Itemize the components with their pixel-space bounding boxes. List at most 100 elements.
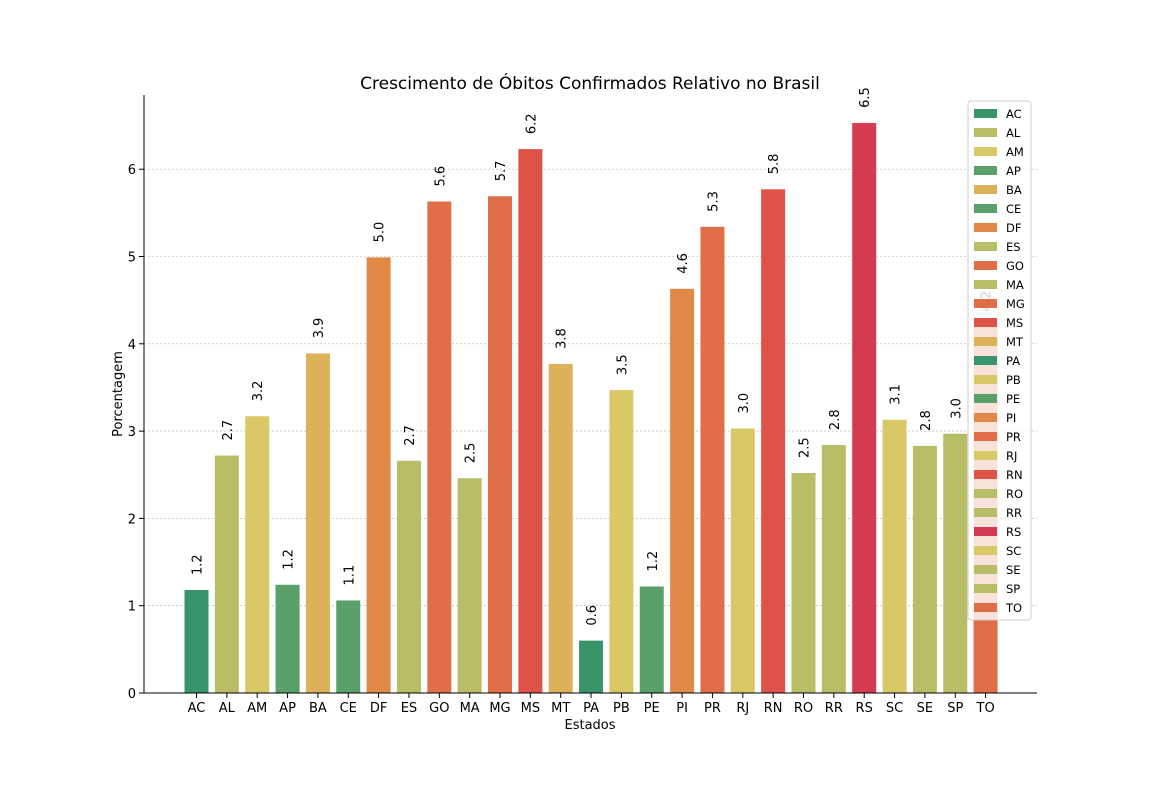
legend-swatch-ma — [974, 280, 997, 289]
x-tick-label: BA — [309, 701, 327, 716]
legend-swatch-mg — [974, 299, 997, 308]
bar-rn — [761, 189, 786, 694]
bar-es — [396, 460, 421, 693]
legend-label: PR — [1006, 430, 1021, 444]
legend-label: MA — [1006, 278, 1024, 292]
bar-mg — [488, 196, 512, 693]
legend-label: SP — [1006, 582, 1020, 596]
bar-value-label: 6.5 — [858, 87, 873, 108]
legend-swatch-rj — [974, 451, 997, 460]
legend-swatch-sc — [974, 546, 997, 555]
legend-label: ES — [1006, 240, 1021, 254]
legend-swatch-sp — [974, 584, 997, 593]
bar-ap — [275, 584, 300, 693]
x-tick-label: AL — [219, 701, 236, 716]
bars — [184, 122, 998, 694]
bar-value-label: 4.6 — [676, 253, 691, 274]
x-tick-label: MG — [489, 701, 510, 716]
bar-value-label: 3.2 — [251, 381, 266, 402]
bar-sc — [882, 419, 907, 693]
bar-ro — [791, 473, 816, 693]
bar-pr — [700, 226, 725, 693]
bar-value-label: 5.0 — [373, 222, 388, 243]
legend-swatch-rs — [974, 527, 997, 536]
bar-ac — [184, 589, 209, 693]
bar-value-label: 0.6 — [585, 605, 600, 626]
bar-value-label: 5.6 — [433, 166, 448, 187]
bar-value-label: 3.0 — [737, 393, 752, 414]
legend-swatch-es — [974, 242, 997, 251]
legend-swatch-df — [974, 223, 997, 232]
legend-swatch-ro — [974, 489, 997, 498]
legend-swatch-al — [974, 128, 997, 137]
legend-swatch-ac — [974, 109, 997, 118]
y-tick-label: 1 — [128, 600, 136, 615]
axes — [143, 95, 1037, 694]
legend-swatch-pe — [974, 394, 997, 403]
legend-label: SC — [1006, 544, 1021, 558]
bar-value-label: 1.2 — [282, 549, 297, 570]
x-tick-label: SE — [917, 701, 933, 716]
bar-value-label: 5.7 — [494, 161, 509, 182]
legend-label: SE — [1006, 563, 1021, 577]
x-tick-label: MT — [551, 701, 570, 716]
bar-am — [245, 416, 270, 693]
legend-label: RS — [1006, 525, 1021, 539]
legend-label: AM — [1006, 145, 1024, 159]
legend-swatch-rr — [974, 508, 997, 517]
y-tick-label: 4 — [128, 338, 136, 353]
legend-label: AL — [1006, 126, 1021, 140]
bar-ba — [305, 353, 330, 693]
x-tick-label: SP — [947, 701, 963, 716]
bar-value-label: 1.2 — [646, 551, 661, 572]
bar-rr — [821, 445, 846, 693]
x-ticks: AC AL AM AP BA CE DF ES GO MA MG MS MT PA PB PE PI PR RJ RN… — [188, 693, 995, 716]
x-tick-label: AC — [188, 701, 206, 716]
legend-swatch-pi — [974, 413, 997, 422]
legend-label: PB — [1006, 373, 1021, 387]
x-tick-label: AP — [279, 701, 296, 716]
bar-value-label: 2.8 — [919, 410, 934, 431]
legend-swatch-to — [974, 603, 997, 612]
y-tick-label: 0 — [128, 687, 136, 702]
legend-label: AP — [1006, 164, 1021, 178]
legend-label: GO — [1006, 259, 1024, 273]
bar-mt — [548, 363, 573, 693]
x-tick-label: PR — [704, 701, 721, 716]
bar-value-label: 1.1 — [342, 565, 357, 586]
x-tick-label: RO — [794, 701, 813, 716]
legend-swatch-ms — [974, 318, 997, 327]
bar-sp — [943, 433, 968, 693]
legend-swatch-ap — [974, 166, 997, 175]
bar-value-label: 3.1 — [889, 384, 904, 405]
bar-value-label: 6.2 — [524, 113, 539, 134]
bar-value-label: 3.9 — [312, 318, 327, 339]
y-tick-label: 2 — [128, 512, 136, 527]
legend-swatch-ba — [974, 185, 997, 194]
legend-swatch-ce — [974, 204, 997, 213]
legend-label: AC — [1006, 107, 1022, 121]
x-tick-label: RJ — [736, 701, 749, 716]
legend-swatch-pa — [974, 356, 997, 365]
legend-label: RO — [1006, 487, 1023, 501]
legend-swatch-am — [974, 147, 997, 156]
legend-label: PE — [1006, 392, 1020, 406]
bar-value-label: 2.8 — [828, 409, 843, 430]
bar-value-label: 2.5 — [464, 443, 479, 464]
x-tick-label: TO — [976, 701, 995, 716]
x-tick-label: MS — [521, 701, 540, 716]
bar-value-label: 5.3 — [706, 191, 721, 212]
x-tick-label: CE — [340, 701, 357, 716]
bar-pa — [579, 640, 604, 693]
bar-al — [214, 455, 239, 693]
bar-value-label: 3.8 — [555, 328, 570, 349]
bar-se — [912, 445, 937, 693]
legend-swatch-mt — [974, 337, 997, 346]
bar-df — [366, 257, 391, 693]
legend-label: MS — [1006, 316, 1023, 330]
x-axis-label: Estados — [564, 718, 615, 733]
bar-rs — [852, 122, 877, 693]
legend-swatch-go — [974, 261, 997, 270]
x-tick-label: RN — [764, 701, 783, 716]
legend-swatch-se — [974, 565, 997, 574]
